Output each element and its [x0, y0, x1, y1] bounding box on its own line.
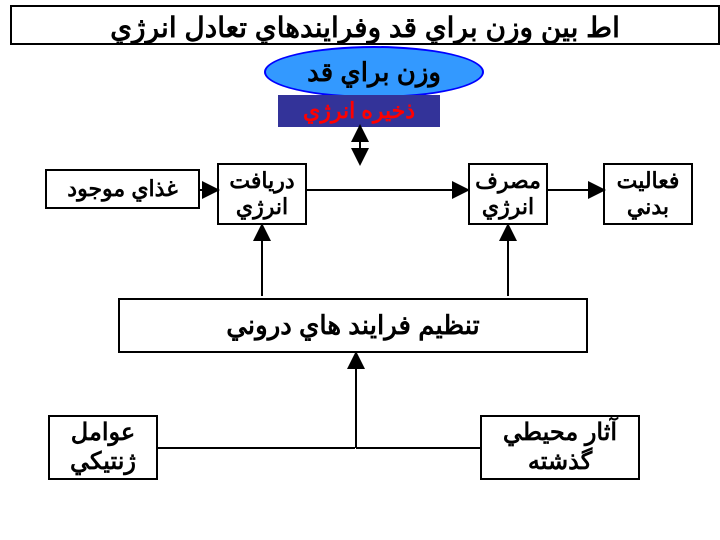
past-environment-label: آثار محيطي گذشته — [482, 419, 638, 477]
energy-intake-box: دريافت انرژي — [217, 163, 307, 225]
weight-for-height-ellipse: وزن براي قد — [264, 46, 484, 98]
energy-storage-box: ذخيره انرژي — [278, 95, 440, 127]
genetic-factors-box: عوامل ژنتيكي — [48, 415, 158, 480]
energy-intake-label: دريافت انرژي — [219, 168, 305, 221]
ellipse-label: وزن براي قد — [307, 57, 441, 88]
energy-storage-label: ذخيره انرژي — [303, 98, 415, 124]
genetic-factors-label: عوامل ژنتيكي — [50, 419, 156, 477]
physical-activity-box: فعاليت بدني — [603, 163, 693, 225]
food-available-box: غذاي موجود — [45, 169, 200, 209]
internal-regulation-box: تنظيم فرايند هاي دروني — [118, 298, 588, 353]
internal-regulation-label: تنظيم فرايند هاي دروني — [226, 310, 480, 341]
past-environment-box: آثار محيطي گذشته — [480, 415, 640, 480]
physical-activity-label: فعاليت بدني — [605, 168, 691, 221]
diagram-title: اط بين وزن براي قد وفرايندهاي تعادل انرژ… — [10, 5, 720, 45]
food-available-label: غذاي موجود — [67, 176, 177, 202]
energy-expend-box: مصرف انرژي — [468, 163, 548, 225]
energy-expend-label: مصرف انرژي — [470, 168, 546, 221]
